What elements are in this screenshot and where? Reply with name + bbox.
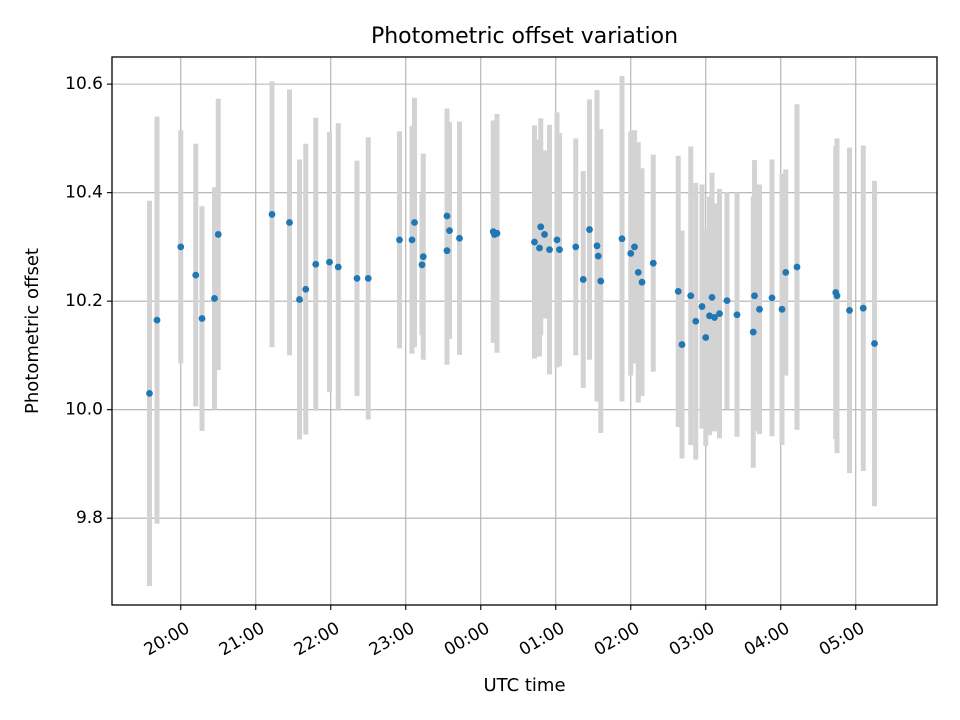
x-tick-label: 05:00	[816, 618, 868, 660]
x-tick-label: 21:00	[216, 618, 268, 660]
data-point	[419, 253, 427, 261]
x-tick-label: 04:00	[741, 618, 793, 660]
data-point	[177, 243, 185, 251]
data-point	[782, 269, 790, 276]
data-point	[214, 231, 222, 238]
y-axis-label: Photometric offset	[22, 248, 43, 414]
data-point	[312, 260, 320, 268]
x-tick-label: 02:00	[591, 618, 643, 660]
y-tick-label: 10.2	[65, 291, 103, 311]
data-point	[443, 247, 451, 255]
data-point	[687, 292, 695, 300]
data-point	[618, 235, 626, 243]
data-point	[674, 287, 682, 295]
y-tick-label: 10.6	[65, 74, 103, 94]
x-tick-label: 22:00	[291, 618, 343, 660]
data-point	[723, 297, 731, 305]
data-point	[153, 316, 161, 324]
y-tick-label: 10.4	[65, 183, 103, 203]
data-point	[756, 305, 763, 313]
data-point	[846, 306, 853, 314]
y-tick-label: 9.8	[76, 508, 103, 528]
data-point	[634, 269, 642, 276]
data-point	[286, 219, 293, 226]
data-point	[418, 261, 426, 269]
data-point	[871, 340, 878, 347]
data-point	[586, 226, 593, 233]
data-point	[716, 310, 723, 318]
data-point	[631, 243, 638, 251]
x-tick-label: 00:00	[441, 618, 493, 660]
data-points	[146, 210, 878, 397]
data-point	[593, 242, 601, 250]
y-tick-label: 10.0	[65, 400, 103, 420]
data-point	[296, 296, 303, 303]
data-point	[493, 229, 501, 237]
data-point	[546, 246, 553, 254]
data-point	[793, 263, 801, 271]
data-point	[594, 252, 602, 260]
data-point	[749, 328, 757, 336]
data-point	[751, 292, 758, 300]
data-point	[859, 304, 867, 312]
data-point	[698, 303, 706, 310]
data-point	[702, 334, 710, 341]
x-axis-label: UTC time	[483, 675, 565, 696]
data-point	[408, 236, 416, 244]
y-axis-ticks: 9.8 10.0 10.2 10.4 10.6	[65, 74, 112, 528]
data-point	[627, 250, 635, 257]
data-point	[778, 305, 786, 313]
data-point	[198, 315, 206, 322]
chart-title: Photometric offset variation	[371, 24, 678, 49]
data-point	[443, 212, 451, 220]
data-point	[692, 317, 700, 325]
data-point	[364, 274, 372, 282]
data-point	[541, 231, 548, 238]
data-point	[326, 258, 333, 266]
data-point	[302, 285, 310, 293]
data-point	[531, 238, 538, 246]
data-point	[268, 210, 276, 218]
data-point	[146, 389, 153, 397]
data-point	[572, 243, 580, 251]
data-point	[396, 236, 403, 244]
x-axis-ticks: 20:00 21:00 22:00 23:00 00:00 01:00 02:00 03:00…	[141, 605, 868, 660]
x-tick-label: 03:00	[666, 618, 718, 660]
data-point	[638, 278, 646, 286]
data-point	[597, 277, 605, 285]
data-point	[711, 314, 718, 321]
data-point	[579, 276, 587, 283]
data-point	[334, 263, 342, 271]
data-point	[556, 246, 563, 254]
data-point	[768, 294, 776, 302]
data-point	[353, 274, 361, 282]
data-point	[649, 259, 657, 267]
plot-frame	[111, 56, 938, 606]
grid	[112, 57, 937, 605]
data-point	[211, 295, 218, 302]
data-point	[536, 244, 543, 252]
data-point	[833, 292, 841, 300]
data-point	[733, 311, 741, 319]
x-tick-label: 20:00	[141, 618, 193, 660]
data-point	[411, 219, 418, 226]
error-bars	[147, 75, 877, 587]
data-point	[456, 234, 463, 242]
data-point	[446, 227, 453, 235]
x-tick-label: 01:00	[516, 618, 568, 660]
x-tick-label: 23:00	[366, 618, 418, 660]
data-point	[192, 271, 200, 279]
data-point	[537, 223, 545, 231]
data-point	[553, 236, 561, 244]
data-point	[678, 341, 686, 348]
data-point	[708, 293, 716, 301]
